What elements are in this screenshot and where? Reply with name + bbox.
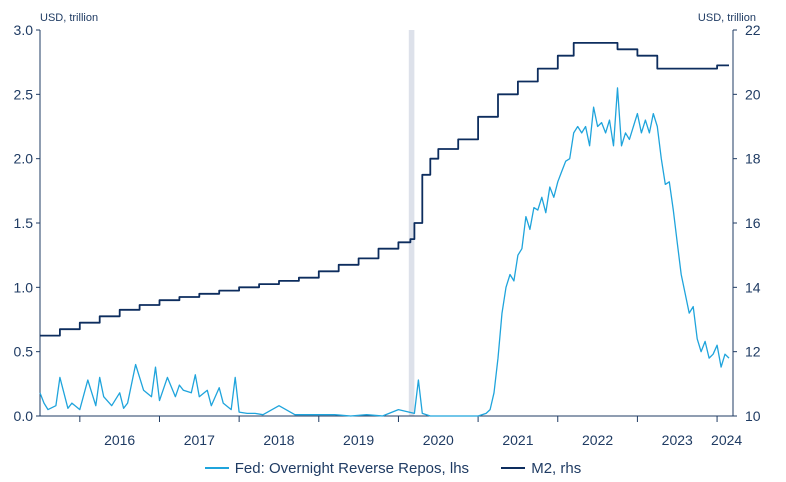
series-layer <box>39 42 730 417</box>
right-tick-label: 14 <box>745 279 761 295</box>
right-tick-label: 20 <box>745 86 761 102</box>
x-tick-label: 2018 <box>263 432 294 448</box>
left-tick-label: 1.5 <box>14 215 34 231</box>
legend-swatch-m2 <box>501 467 526 469</box>
legend-item-m2: M2, rhs <box>501 460 581 477</box>
right-tick-label: 18 <box>745 151 761 167</box>
shaded-period-band <box>408 30 415 416</box>
right-tick-label: 10 <box>745 408 761 424</box>
series-line-reverse-repos <box>39 87 730 417</box>
x-tick-label: 2022 <box>582 432 613 448</box>
shaded-period-layer <box>408 30 415 416</box>
legend-label-rrp: Fed: Overnight Reverse Repos, lhs <box>234 459 470 477</box>
x-tick-label: 2020 <box>423 432 454 448</box>
left-tick-label: 2.5 <box>14 86 34 102</box>
left-tick-label: 2.0 <box>14 151 34 167</box>
x-tick-label: 2021 <box>502 432 533 448</box>
x-tick-label: 2016 <box>104 432 135 448</box>
left-tick-label: 0.5 <box>14 344 34 360</box>
legend-item-rrp: Fed: Overnight Reverse Repos, lhs <box>204 459 470 477</box>
x-tick-label: 2024 <box>711 432 742 448</box>
right-tick-label: 16 <box>745 215 761 231</box>
left-tick-label: 0.0 <box>14 408 34 424</box>
x-tick-label: 2019 <box>343 432 374 448</box>
legend-swatch-rrp <box>204 467 229 469</box>
left-axis-unit-label: USD, trillion <box>40 12 99 24</box>
x-tick-label: 2023 <box>662 432 693 448</box>
x-tick-label: 2017 <box>184 432 215 448</box>
left-tick-label: 3.0 <box>14 22 34 38</box>
left-tick-label: 1.0 <box>14 279 34 295</box>
series-line-m2 <box>40 42 729 337</box>
legend-label-m2: M2, rhs <box>531 459 582 477</box>
legend: Fed: Overnight Reverse Repos, lhs M2, rh… <box>0 456 786 477</box>
right-tick-label: 12 <box>745 344 761 360</box>
right-axis-unit-label: USD, trillion <box>697 12 756 24</box>
right-tick-label: 22 <box>745 22 761 38</box>
